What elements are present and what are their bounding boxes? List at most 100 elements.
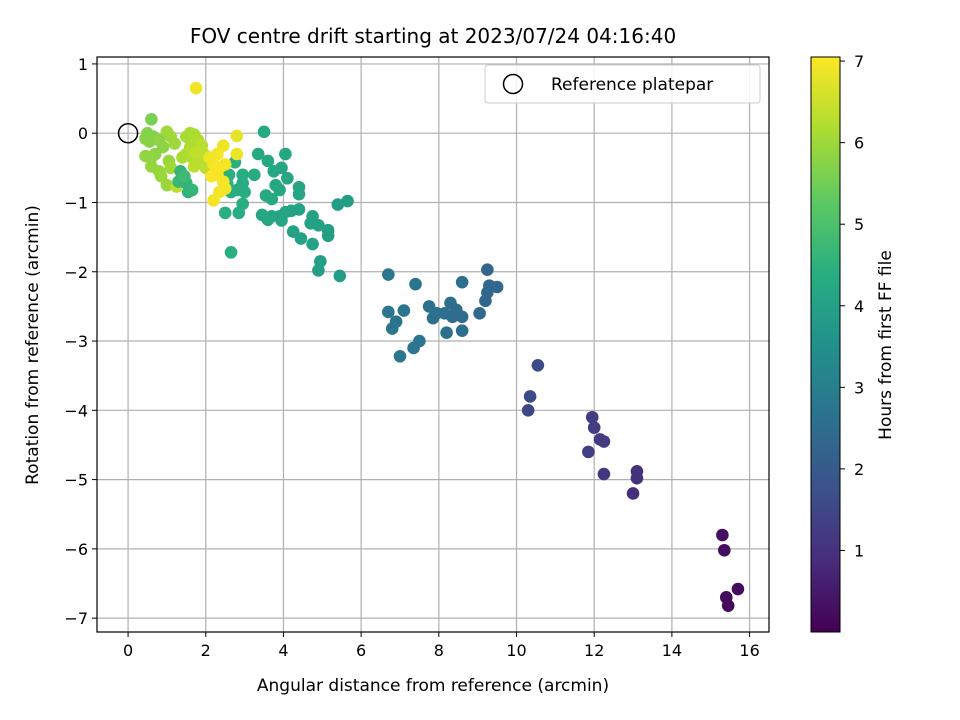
data-point: [224, 246, 238, 259]
data-point: [397, 304, 411, 317]
data-point: [145, 113, 158, 126]
data-point: [582, 445, 595, 459]
data-point: [481, 263, 494, 276]
data-point: [218, 158, 232, 171]
y-tick-label: −1: [64, 193, 88, 212]
data-point: [597, 435, 611, 448]
data-point: [382, 268, 395, 281]
data-point: [455, 324, 469, 337]
data-point: [164, 161, 178, 175]
data-point: [479, 294, 492, 308]
data-point: [587, 421, 601, 434]
x-tick-label: 2: [201, 641, 211, 660]
data-point: [341, 194, 354, 208]
colorbar-tick-label: 7: [854, 52, 864, 71]
colorbar-tick-label: 5: [854, 215, 864, 234]
data-point: [205, 169, 218, 183]
y-axis-label: Rotation from reference (arcmin): [23, 205, 43, 485]
data-point: [413, 334, 426, 348]
data-point: [230, 129, 244, 143]
data-point: [382, 305, 395, 319]
data-point: [312, 219, 325, 232]
data-point: [185, 183, 199, 197]
colorbar-gradient: [810, 56, 841, 633]
data-point: [333, 269, 347, 283]
data-point: [331, 198, 345, 211]
data-point: [238, 185, 251, 199]
data-point: [312, 264, 325, 277]
data-point: [286, 225, 300, 238]
data-point: [275, 214, 288, 227]
data-point: [393, 349, 407, 363]
data-point: [455, 275, 469, 289]
colorbar-tick-label: 4: [854, 297, 864, 316]
colorbar-tick-label: 3: [854, 378, 864, 397]
data-point: [473, 307, 486, 320]
y-tick-label: 1: [78, 55, 88, 74]
data-point: [531, 358, 545, 372]
y-tick-label: 0: [78, 124, 88, 143]
data-point: [446, 310, 459, 324]
colorbar-tick-label: 2: [854, 460, 864, 479]
x-axis-label: Angular distance from reference (arcmin): [257, 676, 609, 696]
x-tick-label: 0: [123, 641, 133, 660]
legend: Reference platepar: [484, 64, 761, 104]
data-point: [521, 404, 535, 417]
data-point: [168, 137, 181, 150]
data-point: [597, 467, 611, 481]
y-tick-label: −2: [64, 263, 88, 282]
data-point: [716, 528, 729, 542]
colorbar: 1 2 3 4 5 6 7 Hours from first FF file: [810, 52, 896, 633]
data-point: [160, 178, 174, 192]
y-tick-label: −6: [64, 540, 88, 559]
data-point: [230, 147, 244, 161]
data-point: [218, 206, 232, 220]
y-tick-label: −4: [64, 401, 88, 420]
data-point: [207, 194, 220, 207]
colorbar-ticks: 1 2 3 4 5 6 7: [840, 52, 864, 560]
data-point: [257, 125, 271, 139]
x-axis-ticks: 0 2 4 6 8 10 12 14 16: [123, 632, 760, 660]
data-point: [490, 280, 504, 294]
data-point: [585, 410, 599, 424]
data-point: [265, 192, 279, 206]
data-point: [145, 151, 158, 164]
data-point: [255, 208, 269, 222]
data-point: [321, 229, 335, 243]
y-tick-label: −3: [64, 332, 88, 351]
data-point: [440, 326, 453, 340]
data-point: [232, 206, 246, 220]
data-point: [626, 487, 640, 500]
data-point: [455, 310, 469, 324]
data-point: [630, 471, 644, 485]
data-point: [189, 81, 203, 95]
chart-title: FOV centre drift starting at 2023/07/24 …: [190, 24, 676, 48]
reference-platepar-marker: [117, 122, 139, 144]
x-tick-label: 10: [506, 641, 526, 660]
data-point: [430, 307, 444, 320]
legend-box: [484, 64, 761, 104]
y-tick-label: −7: [64, 609, 88, 628]
colorbar-tick-label: 1: [854, 541, 864, 560]
data-point: [718, 543, 731, 557]
y-axis-ticks: 1 0 −1 −2 −3 −4 −5 −6 −7: [64, 55, 97, 628]
data-point: [261, 154, 275, 168]
x-tick-label: 14: [662, 641, 682, 660]
data-point: [154, 169, 168, 183]
data-point: [292, 187, 306, 201]
data-point: [523, 390, 537, 403]
data-point: [248, 168, 261, 182]
data-point: [279, 147, 292, 161]
data-point: [385, 322, 399, 335]
data-point: [273, 183, 286, 197]
x-tick-label: 12: [584, 641, 604, 660]
x-tick-label: 4: [278, 641, 288, 660]
x-tick-label: 8: [434, 641, 444, 660]
colorbar-label: Hours from first FF file: [876, 250, 896, 440]
x-tick-label: 16: [739, 641, 759, 660]
data-point: [187, 160, 201, 173]
legend-label: Reference platepar: [551, 75, 713, 95]
data-point: [143, 135, 156, 148]
data-point: [178, 169, 191, 183]
